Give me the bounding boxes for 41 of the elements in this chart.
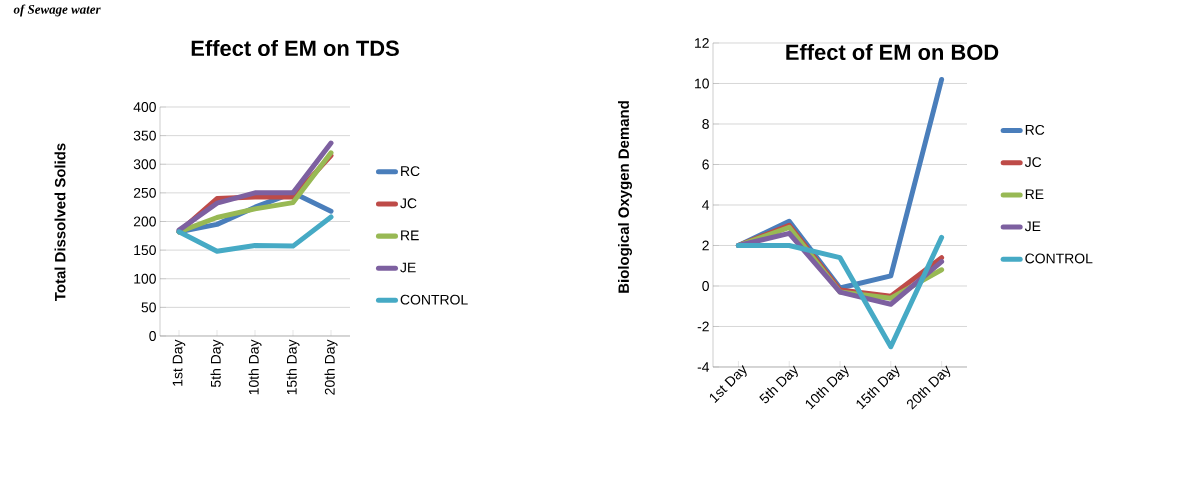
y-tick-label: 400 — [133, 102, 156, 112]
y-tick-label: 50 — [141, 302, 156, 313]
x-tick-label: 20th Day — [906, 365, 951, 410]
x-tick-label: 10th Day — [248, 339, 262, 395]
y-tick-label: 300 — [133, 159, 156, 170]
x-tick-label: 1st Day — [709, 365, 747, 403]
legend-label: CONTROL — [400, 294, 468, 305]
y-tick-label: 6 — [702, 159, 709, 170]
y-tick-label: 12 — [695, 38, 709, 48]
y-tick-label: 8 — [702, 119, 709, 129]
legend-label: RC — [401, 166, 420, 177]
x-tick-label: 1st Day — [172, 339, 186, 386]
y-tick-label: 150 — [134, 245, 156, 256]
legend-label: JE — [400, 262, 416, 273]
y-tick-label: 250 — [133, 187, 156, 198]
legend-label: JE — [1024, 221, 1041, 232]
legend-label: CONTROL — [1025, 253, 1093, 264]
y-axis-title: Total Dissolved Solids — [54, 143, 66, 301]
legend-label: RE — [401, 230, 419, 241]
y-tick-label: 100 — [134, 273, 156, 284]
y-tick-label: -2 — [697, 321, 709, 332]
legend-label: JC — [400, 198, 417, 209]
chart-title: Effect of EM on TDS — [191, 39, 399, 57]
y-tick-label: 350 — [133, 130, 156, 141]
y-tick-label: 200 — [133, 216, 156, 227]
y-axis-title: Biological Oxygen Demand — [618, 101, 633, 293]
y-tick-label: 4 — [702, 200, 710, 210]
y-tick-label: 10 — [695, 78, 709, 89]
y-tick-label: 0 — [149, 331, 156, 341]
y-tick-label: 0 — [702, 281, 709, 291]
legend-label: RE — [1025, 189, 1044, 199]
y-tick-label: 2 — [702, 240, 709, 251]
x-tick-label: 15th Day — [286, 339, 300, 395]
legend-label: JC — [1024, 157, 1042, 168]
chart-title: Effect of EM on BOD — [786, 43, 999, 61]
y-tick-label: -4 — [697, 362, 710, 372]
x-tick-label: 20th Day — [324, 339, 338, 395]
x-tick-label: 5th Day — [210, 339, 224, 388]
x-tick-label: 15th Day — [856, 365, 900, 410]
legend-label: RC — [1025, 124, 1045, 135]
text: of Sewage water — [13, 4, 101, 17]
